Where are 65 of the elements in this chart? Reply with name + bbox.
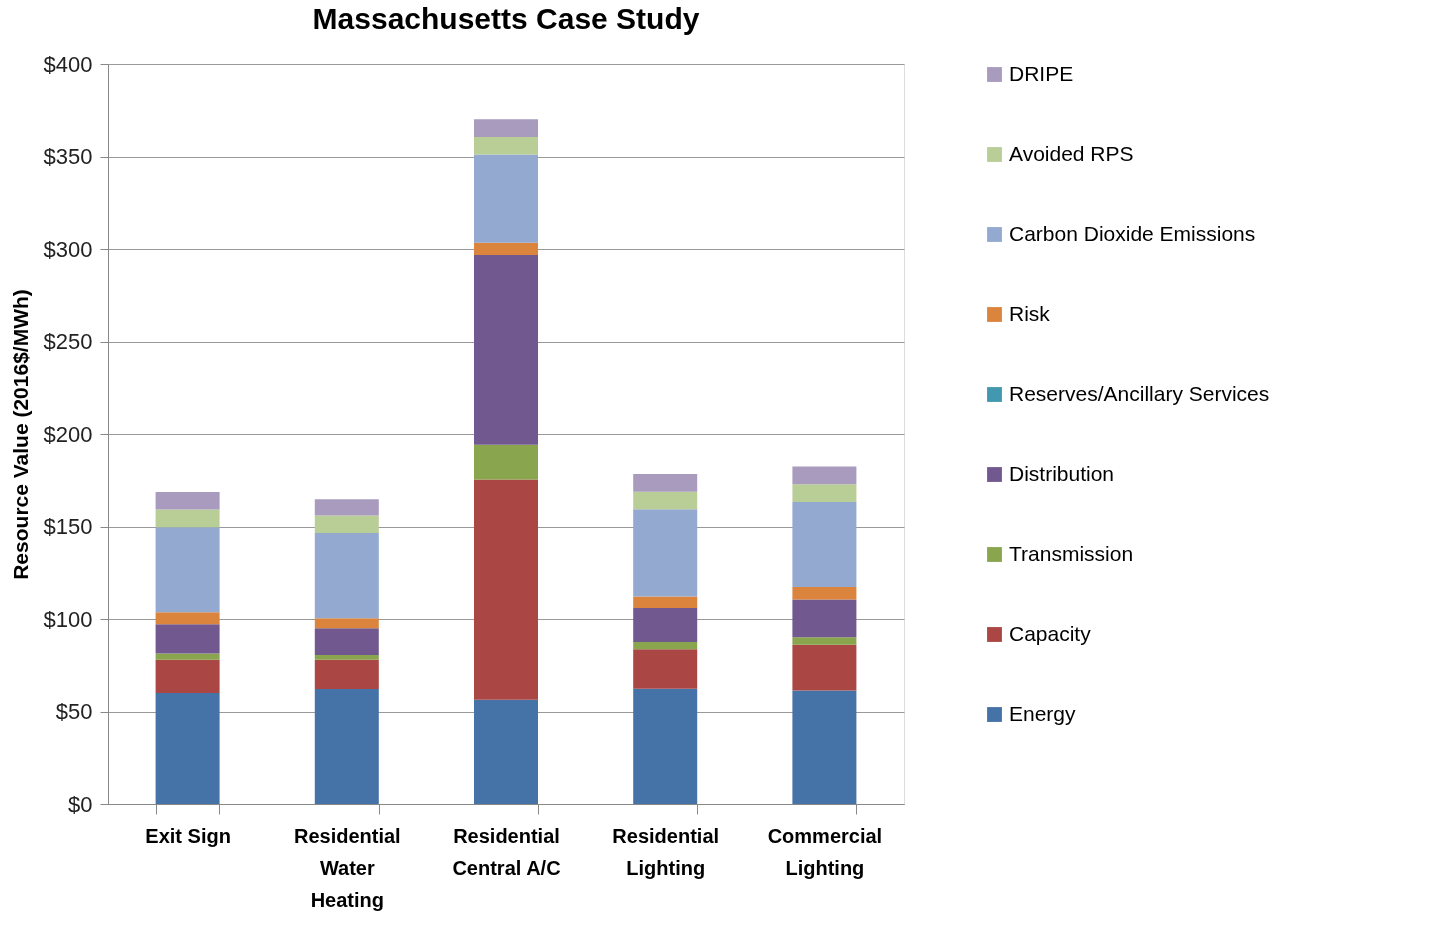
y-tick-label: $200 — [43, 421, 93, 447]
bar — [155, 624, 220, 654]
y-tick-label: $0 — [68, 791, 93, 817]
bar — [314, 659, 379, 689]
y-tick-label: $150 — [43, 514, 93, 539]
chart-title: Massachusetts Case Study — [312, 2, 700, 35]
bar — [474, 444, 538, 480]
x-tick-label: Exit Sign — [145, 824, 231, 847]
legend-label: Transmission — [1009, 541, 1134, 565]
bar — [155, 612, 220, 625]
bar — [792, 466, 857, 485]
legend-label: Risk — [1009, 301, 1051, 325]
bar — [314, 515, 379, 533]
x-tick-label: Commercial Lighting — [767, 824, 883, 879]
y-tick-label: $50 — [55, 699, 93, 724]
bar — [314, 628, 379, 656]
y-tick-label: $100 — [43, 606, 93, 632]
legend-label: Reserves/Ancillary Services — [1009, 381, 1270, 405]
bar — [633, 649, 698, 689]
legend-label: Avoided RPS — [1009, 141, 1134, 165]
bar — [633, 688, 698, 804]
bar — [633, 596, 698, 609]
y-tick-label: $400 — [43, 51, 93, 77]
bar — [155, 527, 220, 613]
x-tick-label: Residential Central A/C — [452, 824, 561, 879]
bar — [155, 653, 220, 660]
bar — [633, 473, 698, 492]
bar — [633, 608, 698, 642]
bar — [314, 688, 379, 804]
bar — [155, 659, 220, 693]
bar — [792, 587, 857, 600]
bar — [314, 618, 379, 629]
bar — [314, 499, 379, 516]
x-tick-label: Residential Water Heating — [293, 824, 401, 911]
y-axis-title: Resource Value (2016$/MWh) — [8, 289, 32, 580]
bar — [474, 479, 538, 700]
legend-label: DRIPE — [1009, 61, 1074, 85]
bar — [474, 699, 538, 804]
y-tick-label: $300 — [43, 236, 93, 262]
bar — [314, 655, 379, 660]
bar — [792, 637, 857, 645]
legend-label: Capacity — [1009, 621, 1092, 645]
bar — [792, 484, 857, 503]
legend-label: Distribution — [1009, 461, 1115, 485]
bar — [474, 136, 538, 155]
bar — [474, 254, 538, 445]
bar — [314, 532, 379, 619]
bar — [155, 491, 220, 510]
bar — [155, 509, 220, 528]
x-tick-label: Residential Lighting — [612, 824, 720, 879]
legend-label: Energy — [1009, 701, 1077, 725]
bar — [155, 693, 220, 804]
bar — [474, 242, 538, 255]
bar — [792, 644, 857, 691]
bar — [633, 491, 698, 510]
y-tick-label: $250 — [43, 329, 93, 354]
y-tick-label: $350 — [43, 144, 93, 169]
bar — [792, 599, 857, 638]
bar — [633, 641, 698, 650]
bar — [474, 154, 538, 243]
bar — [792, 502, 857, 587]
bar — [633, 509, 698, 597]
bar — [474, 119, 538, 137]
bar — [792, 690, 857, 804]
legend-label: Carbon Dioxide Emissions — [1009, 221, 1256, 245]
